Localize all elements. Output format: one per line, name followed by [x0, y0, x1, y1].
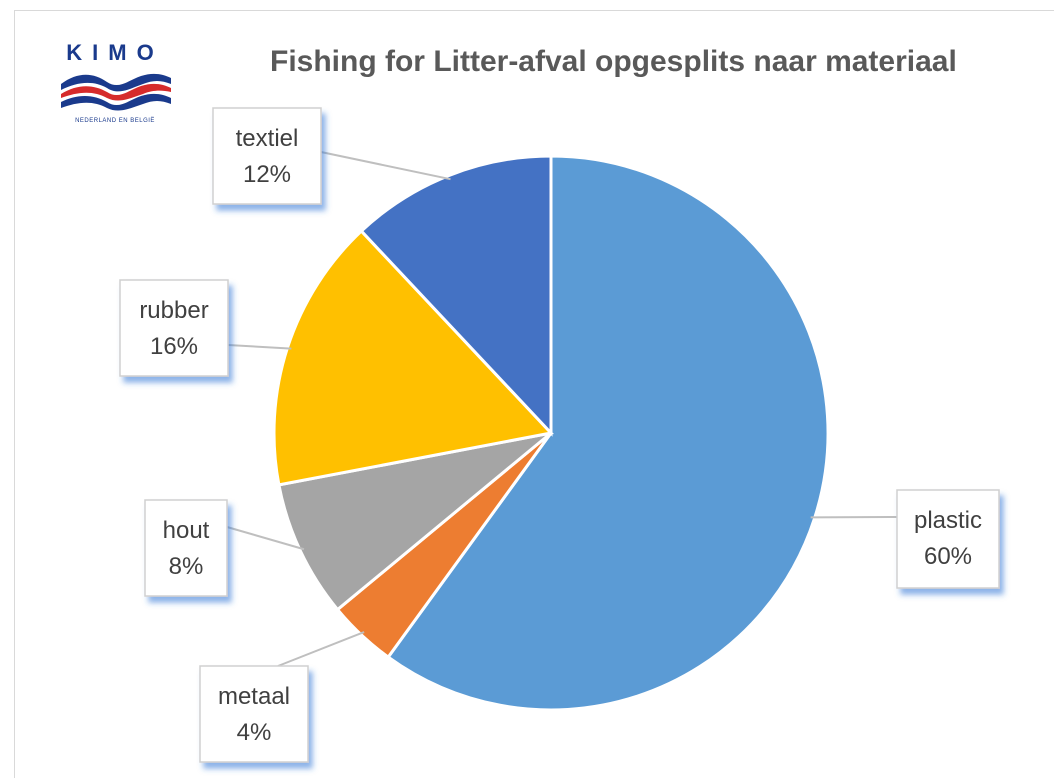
data-label-box-rubber — [119, 279, 229, 377]
data-label-value-textiel: 12% — [243, 161, 291, 188]
leader-line-rubber — [227, 344, 292, 350]
data-label-name-rubber: rubber — [139, 297, 208, 324]
chart-title: Fishing for Litter-afval opgesplits naar… — [270, 45, 957, 78]
leader-line-textiel — [320, 151, 451, 181]
pie-slice-textiel — [359, 154, 553, 437]
data-label-name-metaal: metaal — [218, 683, 290, 710]
data-label-value-plastic: 60% — [924, 543, 972, 570]
chart-frame — [14, 10, 1054, 778]
pie-slice-plastic — [386, 154, 830, 712]
data-label-name-plastic: plastic — [914, 507, 982, 534]
data-label-box-metaal — [199, 665, 309, 763]
data-label-value-hout: 8% — [169, 553, 204, 580]
data-label-value-metaal: 4% — [237, 719, 272, 746]
data-label-name-textiel: textiel — [236, 125, 299, 152]
leader-line-metaal — [277, 631, 365, 667]
data-label-box-textiel — [212, 107, 322, 205]
kimo-logo: KIMO NEDERLAND EN BELGIË — [55, 40, 180, 132]
pie-slice-hout — [277, 431, 552, 612]
logo-name: KIMO — [66, 40, 164, 65]
waves-icon — [61, 73, 171, 111]
data-label-box-plastic — [896, 489, 1000, 589]
data-label-value-rubber: 16% — [150, 333, 198, 360]
logo-subtitle: NEDERLAND EN BELGIË — [75, 118, 155, 124]
leader-line-hout — [226, 526, 305, 551]
data-label-name-hout: hout — [163, 517, 210, 544]
data-label-box-hout — [144, 499, 228, 597]
